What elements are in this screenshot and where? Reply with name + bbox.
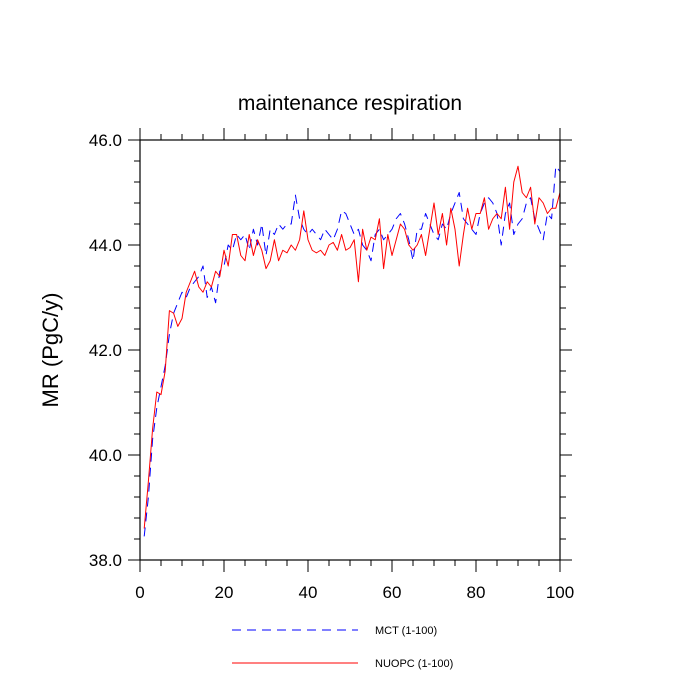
series-line-nuopc bbox=[143, 165, 561, 529]
series-layer bbox=[143, 165, 561, 537]
y-tick-label: 40.0 bbox=[89, 446, 122, 465]
x-tick-label: 60 bbox=[383, 583, 402, 602]
chart-title: maintenance respiration bbox=[238, 92, 462, 115]
y-tick-label: 46.0 bbox=[89, 131, 122, 150]
legend-label-mct: MCT (1-100) bbox=[375, 625, 437, 637]
y-tick-label: 44.0 bbox=[89, 236, 122, 255]
plot-frame bbox=[139, 139, 561, 561]
y-tick-label: 42.0 bbox=[89, 341, 122, 360]
series-line-mct bbox=[143, 165, 561, 537]
y-axis-label: MR (PgC/y) bbox=[38, 293, 63, 408]
y-tick-label: 38.0 bbox=[89, 551, 122, 570]
x-tick-label: 80 bbox=[467, 583, 486, 602]
axis-layer: 0 20 40 60 80 100 38.0 40.0 42.0 44.0 46.0 bbox=[89, 128, 574, 602]
legend: MCT (1-100) NUOPC (1-100) bbox=[232, 625, 453, 670]
x-tick-label: 40 bbox=[299, 583, 318, 602]
x-tick-label: 20 bbox=[215, 583, 234, 602]
legend-label-nuopc: NUOPC (1-100) bbox=[375, 658, 453, 670]
x-tick-label: 100 bbox=[546, 583, 574, 602]
x-tick-label: 0 bbox=[135, 583, 144, 602]
